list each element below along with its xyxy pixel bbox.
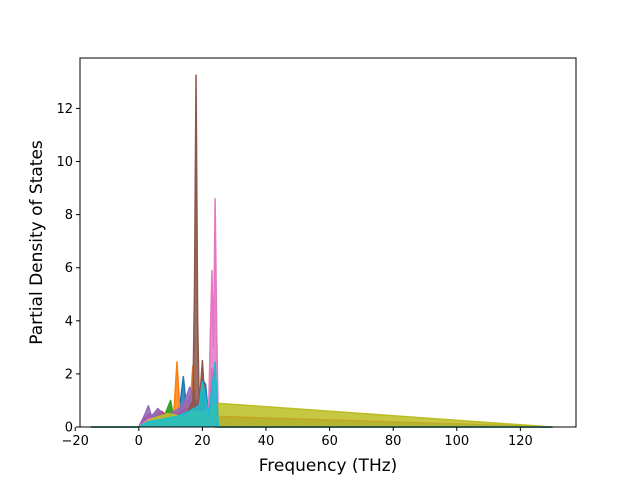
x-tick-label: 0 [135, 434, 143, 449]
x-tick-label: 80 [385, 434, 402, 449]
y-tick-label: 12 [56, 102, 73, 117]
x-tick-label: 120 [508, 434, 533, 449]
x-tick-label: −20 [62, 434, 89, 449]
x-tick-label: 60 [321, 434, 338, 449]
series-10-line [91, 361, 553, 428]
y-tick-label: 0 [65, 421, 73, 436]
x-axis: −20 0 20 40 60 80 100 120 [62, 427, 533, 449]
series-7-fill [91, 198, 553, 427]
y-tick-label: 4 [65, 314, 73, 329]
y-axis: 0 2 4 6 8 10 12 [56, 102, 80, 436]
y-tick-label: 10 [56, 155, 73, 170]
x-axis-label: Frequency (THz) [259, 456, 398, 476]
y-tick-label: 8 [65, 208, 73, 223]
series-layer [91, 74, 553, 428]
x-tick-label: 20 [194, 434, 211, 449]
series-6-fill [91, 75, 553, 427]
y-axis-label: Partial Density of States [27, 140, 47, 345]
series-6-line [91, 74, 553, 428]
x-tick-label: 100 [444, 434, 469, 449]
plot-frame [79, 57, 577, 428]
x-tick-label: 40 [258, 434, 275, 449]
series-10-fill [91, 361, 553, 427]
series-7-line [91, 197, 553, 428]
y-tick-label: 6 [65, 261, 73, 276]
y-tick-label: 2 [65, 367, 73, 382]
